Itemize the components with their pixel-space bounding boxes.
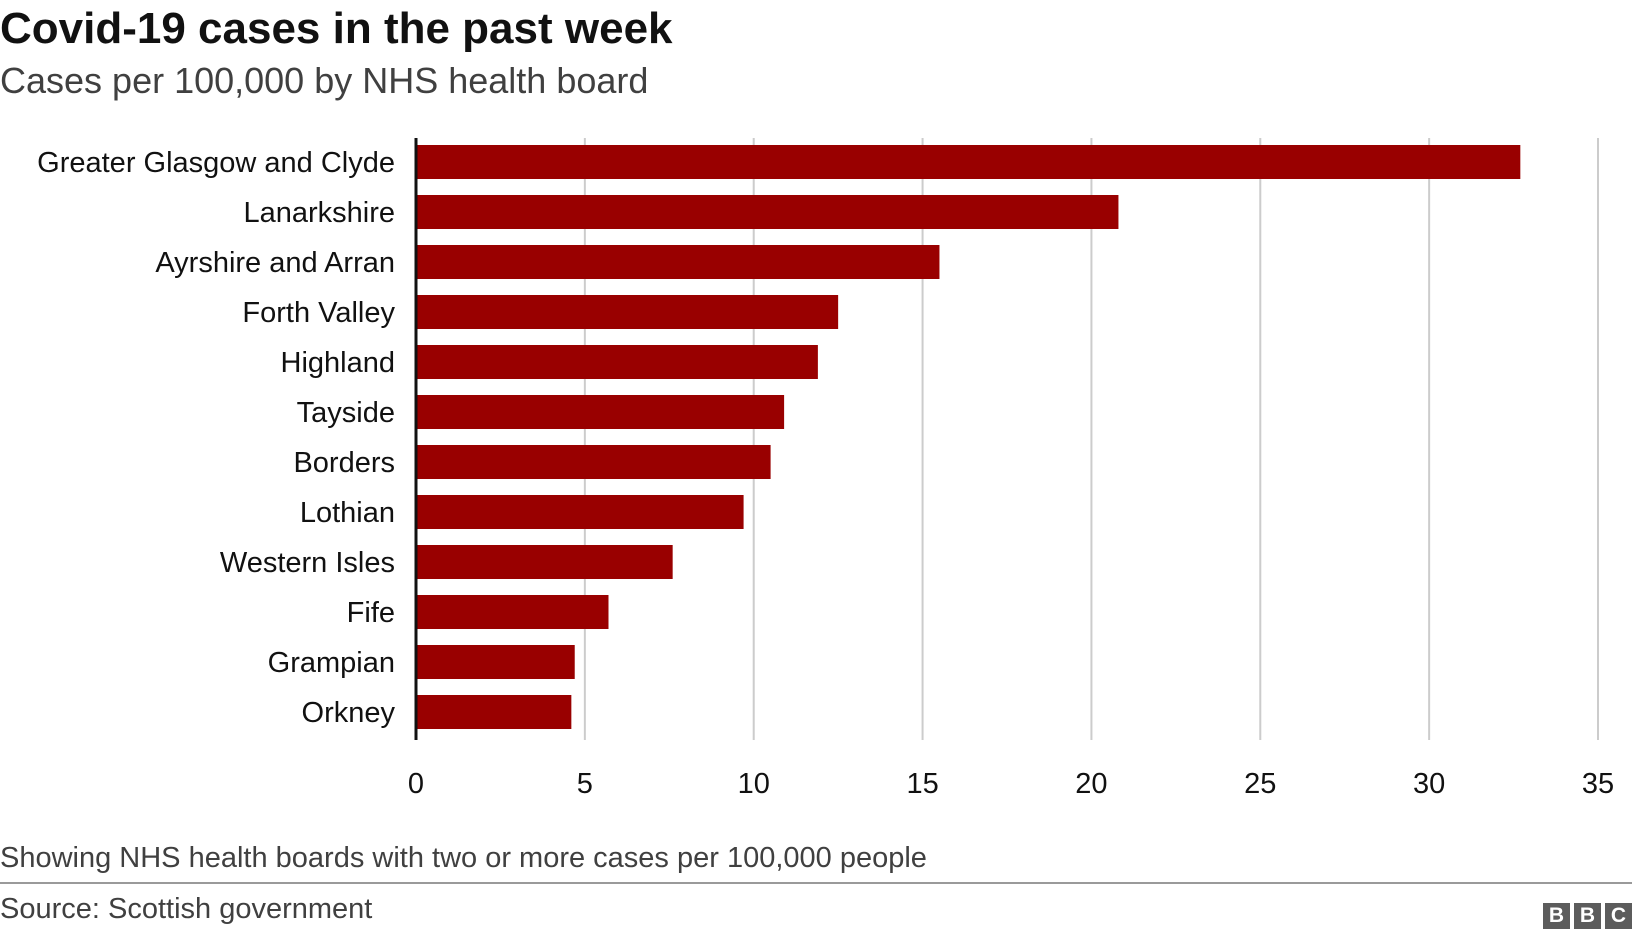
category-label: Tayside	[297, 397, 395, 429]
x-tick-label: 30	[1413, 768, 1445, 800]
bar-ayrshire-and-arran	[416, 245, 940, 279]
footer-divider	[0, 882, 1632, 884]
chart-subtitle: Cases per 100,000 by NHS health board	[0, 60, 649, 101]
category-label: Lothian	[300, 497, 395, 529]
bbc-logo-letter-2: B	[1574, 903, 1601, 929]
category-label: Orkney	[302, 697, 396, 729]
bbc-logo-letter-1: B	[1543, 903, 1570, 929]
x-axis-tick-labels: 0 5 10 15 20 25 30 35	[408, 768, 1614, 800]
gridlines	[583, 138, 1599, 740]
bar-greater-glasgow-and-clyde	[416, 145, 1521, 179]
category-labels: Greater Glasgow and Clyde Lanarkshire Ayrs…	[37, 147, 395, 729]
bbc-logo-letter-3: C	[1605, 903, 1632, 929]
x-tick-label: 15	[906, 768, 938, 800]
bar-chart: Greater Glasgow and Clyde Lanarkshire Ayrs…	[37, 138, 1614, 800]
x-tick-label: 10	[738, 768, 770, 800]
x-tick-label: 20	[1075, 768, 1107, 800]
bar-lanarkshire	[416, 195, 1119, 229]
bar-grampian	[416, 645, 575, 679]
bar-borders	[416, 445, 771, 479]
bar-orkney	[416, 695, 572, 729]
category-label: Borders	[293, 447, 395, 479]
bars	[416, 145, 1521, 729]
x-tick-label: 5	[577, 768, 593, 800]
category-label: Grampian	[268, 647, 395, 679]
category-label: Western Isles	[220, 547, 395, 579]
x-tick-label: 35	[1582, 768, 1614, 800]
x-tick-label: 0	[408, 768, 424, 800]
bbc-logo: B B C	[1543, 903, 1632, 929]
category-label: Ayrshire and Arran	[155, 247, 395, 279]
bar-highland	[416, 345, 818, 379]
chart-note: Showing NHS health boards with two or mo…	[0, 842, 927, 874]
category-label: Fife	[347, 597, 395, 629]
bar-tayside	[416, 395, 785, 429]
bar-western-isles	[416, 545, 673, 579]
category-label: Greater Glasgow and Clyde	[37, 147, 395, 179]
source-text: Source: Scottish government	[0, 893, 373, 925]
bar-forth-valley	[416, 295, 839, 329]
chart-title: Covid-19 cases in the past week	[0, 4, 673, 53]
x-tick-label: 25	[1244, 768, 1276, 800]
bar-lothian	[416, 495, 744, 529]
bar-fife	[416, 595, 609, 629]
category-label: Lanarkshire	[243, 197, 395, 229]
category-label: Forth Valley	[242, 297, 395, 329]
category-label: Highland	[281, 347, 395, 379]
